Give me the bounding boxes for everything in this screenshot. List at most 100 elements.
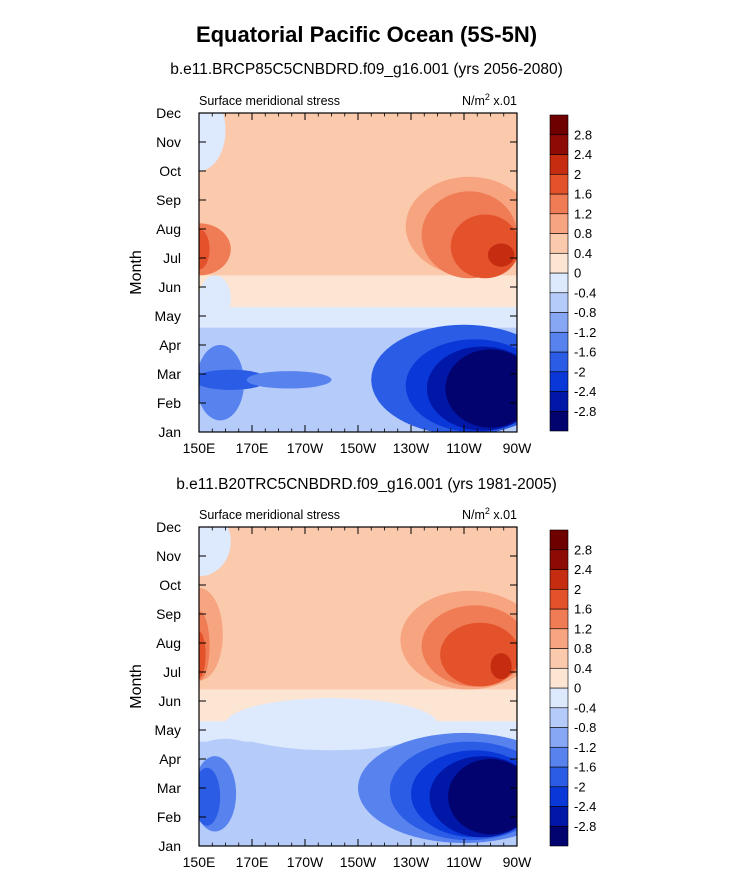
colorbar-box [549, 746, 569, 768]
colorbar-box [549, 233, 569, 254]
units-label: N/m2 x.01 [462, 506, 517, 522]
contour-blob-0 [199, 527, 231, 577]
y-tick-label: Aug [156, 635, 181, 651]
colorbar-label: 2.4 [574, 562, 592, 577]
y-tick-label: Apr [159, 751, 181, 767]
variable-label: Surface meridional stress [199, 508, 340, 522]
colorbar-box [549, 213, 569, 234]
x-tick-label: 170E [236, 854, 269, 870]
x-tick-label: 110W [446, 854, 482, 870]
colorbar-label: -1.6 [574, 345, 596, 360]
y-tick-label: Oct [159, 577, 181, 593]
colorbar-label: 1.2 [574, 621, 592, 636]
colorbar-box [549, 569, 569, 590]
y-tick-label: Sep [156, 606, 181, 622]
contour-field [199, 527, 517, 846]
colorbar-label: -0.8 [574, 305, 596, 320]
top-panel-title: b.e11.BRCP85C5CNBDRD.f09_g16.001 (yrs 20… [170, 61, 563, 78]
colorbar-label: -1.2 [574, 740, 596, 755]
colorbar-box [549, 193, 569, 215]
colorbar-box [549, 549, 569, 570]
colorbar-box [549, 331, 569, 353]
contour-blob-12 [199, 369, 268, 390]
y-tick-label: May [155, 722, 181, 738]
contour-field [199, 113, 517, 432]
colorbar-label: -0.4 [574, 700, 596, 715]
colorbar-label: 2 [574, 167, 581, 182]
contour-blob-7 [487, 243, 515, 267]
y-tick-label: Feb [157, 809, 181, 825]
colorbar: -2.8 -2.4 -2 -1.6 -1.2 -0.8 -0.4 0 0.4 0.8 1.2 1.6 2… [549, 529, 596, 847]
y-tick-label: Aug [156, 221, 181, 237]
y-tick-label: Nov [156, 134, 181, 150]
colorbar: -2.8 -2.4 -2 -1.6 -1.2 -0.8 -0.4 0 0.4 0.8 1.2 1.6 2… [549, 114, 596, 432]
x-tick-label: 130W [393, 440, 430, 456]
x-tick-label: 150E [183, 854, 216, 870]
y-tick-label: Mar [157, 366, 181, 382]
contour-blob-8 [199, 275, 231, 322]
y-tick-label: Apr [159, 337, 181, 353]
chart-panel-1: 150E 170E 170W 150W 130W 110W 90W Jan Feb Mar Apr M… [128, 506, 596, 870]
colorbar-box [549, 114, 569, 136]
colorbar-box [549, 173, 569, 195]
y-tick-label: Sep [156, 192, 181, 208]
y-axis-title: Month [128, 250, 145, 294]
colorbar-label: 1.6 [574, 602, 592, 617]
colorbar-box [549, 766, 569, 788]
colorbar-box [549, 648, 569, 669]
colorbar-box [549, 134, 569, 155]
y-tick-label: Jul [163, 250, 181, 266]
colorbar-label: 2.4 [574, 147, 592, 162]
colorbar-box [549, 608, 569, 630]
colorbar-box [549, 154, 569, 175]
contour-blob-17 [445, 349, 517, 428]
colorbar-box [549, 529, 569, 551]
y-tick-label: Dec [156, 105, 181, 121]
y-axis-title: Month [128, 664, 145, 708]
y-tick-label: Jun [158, 693, 181, 709]
variable-label: Surface meridional stress [199, 94, 340, 108]
colorbar-label: 0 [574, 266, 581, 281]
colorbar-box [549, 312, 569, 333]
contour-blob-8 [490, 653, 512, 680]
y-tick-label: Mar [157, 780, 181, 796]
colorbar-label: 0.4 [574, 661, 592, 676]
colorbar-box [549, 806, 569, 827]
y-tick-label: Jan [158, 424, 181, 440]
page-title: Equatorial Pacific Ocean (5S-5N) [195, 22, 538, 47]
x-tick-label: 170E [236, 440, 269, 456]
colorbar-box [549, 786, 569, 807]
colorbar-label: -1.2 [574, 325, 596, 340]
colorbar-box [549, 391, 569, 412]
colorbar-label: 0.8 [574, 641, 592, 656]
contour-blob-9 [225, 698, 438, 751]
y-tick-label: Nov [156, 548, 181, 564]
x-tick-label: 170W [287, 854, 324, 870]
colorbar-box [549, 272, 569, 294]
units-label: N/m2 x.01 [462, 92, 517, 108]
y-tick-label: Jan [158, 838, 181, 854]
colorbar-box [549, 727, 569, 748]
colorbar-box [549, 371, 569, 392]
y-tick-label: Jul [163, 664, 181, 680]
bottom-panel-title: b.e11.B20TRC5CNBDRD.f09_g16.001 (yrs 198… [176, 476, 557, 493]
colorbar-box [549, 292, 569, 313]
y-tick-label: Feb [157, 395, 181, 411]
colorbar-label: -2.4 [574, 799, 596, 814]
colorbar-box [549, 707, 569, 728]
x-tick-label: 150E [183, 440, 216, 456]
x-tick-label: 150W [340, 854, 377, 870]
contour-blob-12 [199, 767, 221, 826]
chart-panel-0: 150E 170E 170W 150W 130W 110W 90W Jan Feb Mar Apr M… [128, 92, 596, 456]
x-tick-label: 150W [340, 440, 377, 456]
colorbar-label: 2.8 [574, 127, 592, 142]
colorbar-box [549, 351, 569, 373]
y-tick-label: Oct [159, 163, 181, 179]
colorbar-label: 2.8 [574, 542, 592, 557]
colorbar-label: 0.4 [574, 246, 592, 261]
contour-blob-13 [246, 371, 332, 389]
colorbar-label: -2 [574, 364, 586, 379]
colorbar-label: 1.2 [574, 206, 592, 221]
colorbar-box [549, 667, 569, 689]
